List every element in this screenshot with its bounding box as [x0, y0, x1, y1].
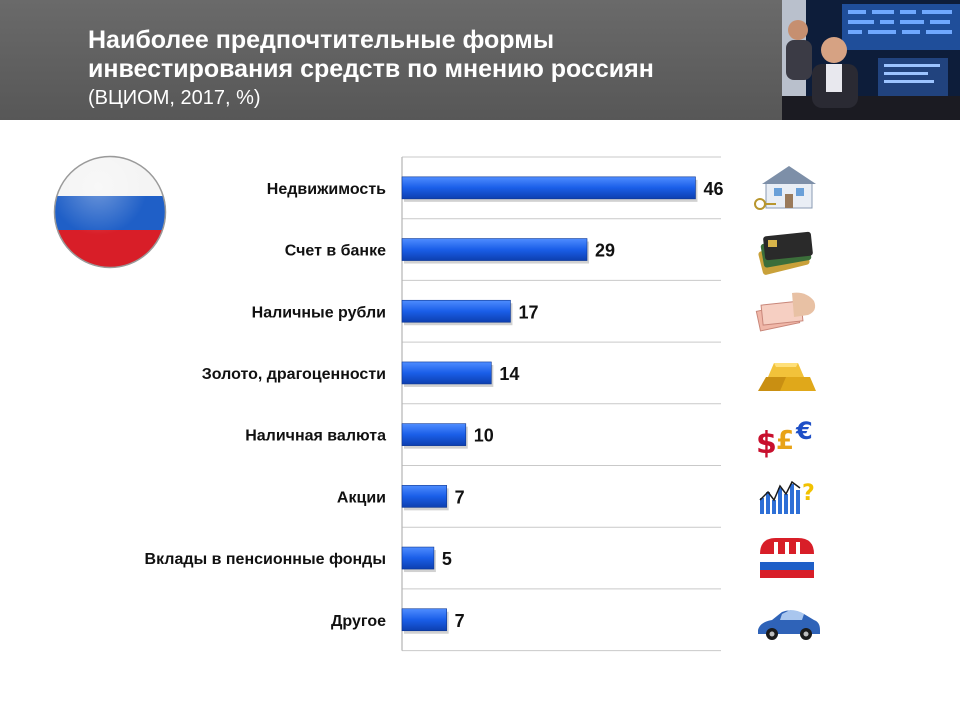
- bar: [401, 176, 696, 200]
- data-label: 46: [703, 179, 723, 199]
- category-label: Наличная валюта: [245, 428, 386, 445]
- category-label: Другое: [331, 613, 386, 630]
- title-line-2: инвестирования средств по мнению россиян: [88, 55, 654, 83]
- data-label: 17: [518, 302, 538, 322]
- title-line-1: Наиболее предпочтительные формы: [88, 26, 555, 54]
- data-label: 5: [442, 549, 452, 569]
- bank-cards-icon: [752, 224, 822, 276]
- stocks-chart-icon: ?: [752, 470, 822, 522]
- data-label: 7: [455, 611, 465, 631]
- russia-flag-icon: [52, 154, 168, 270]
- svg-text:$: $: [756, 426, 777, 461]
- chart-title: Наиболее предпочтительные формы инвестир…: [88, 26, 768, 84]
- data-label: 7: [455, 487, 465, 507]
- house-keys-icon: [752, 162, 822, 214]
- chart-subtitle: (ВЦИОМ, 2017, %): [88, 87, 261, 109]
- data-label: 14: [499, 364, 519, 384]
- bar: [401, 485, 447, 508]
- car-icon: [752, 594, 822, 646]
- category-label: Счет в банке: [285, 243, 386, 260]
- svg-text:€: €: [795, 417, 813, 445]
- bar: [401, 299, 511, 323]
- category-label: Наличные рубли: [252, 304, 386, 321]
- category-label: Вклады в пенсионные фонды: [145, 551, 386, 568]
- category-label: Акции: [337, 489, 386, 506]
- stock-exchange-photo: [782, 0, 960, 120]
- gold-bars-icon: [752, 347, 822, 399]
- header-banner: Наиболее предпочтительные формы инвестир…: [0, 0, 782, 120]
- currency-symbols-icon: $ £ €: [752, 409, 822, 461]
- svg-text:£: £: [776, 426, 794, 456]
- pension-fund-logo-icon: [752, 532, 822, 584]
- category-label: Золото, драгоценности: [202, 366, 386, 383]
- bar: [401, 608, 447, 632]
- category-label: Недвижимость: [267, 181, 386, 198]
- ruble-banknotes-icon: [752, 285, 822, 337]
- bar: [401, 238, 588, 261]
- data-label: 29: [595, 241, 615, 261]
- bar: [401, 361, 492, 385]
- bar: [401, 546, 435, 570]
- bar: [401, 423, 467, 446]
- data-label: 10: [474, 426, 494, 446]
- svg-text:?: ?: [802, 481, 815, 506]
